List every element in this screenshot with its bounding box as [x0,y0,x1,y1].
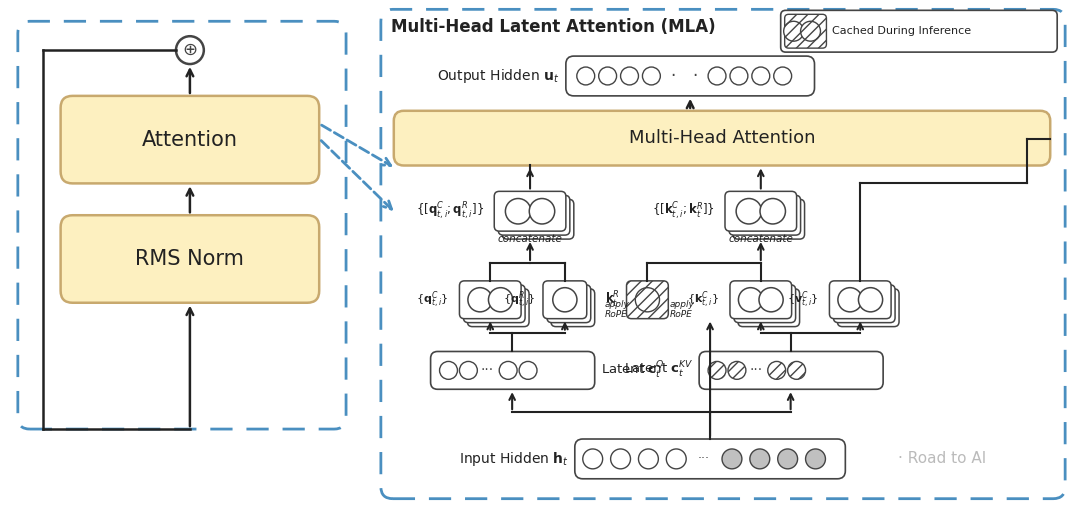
Text: Input Hidden $\mathbf{h}_t$: Input Hidden $\mathbf{h}_t$ [459,450,569,468]
FancyBboxPatch shape [566,56,814,96]
Text: concatenate: concatenate [728,234,793,244]
FancyBboxPatch shape [551,289,595,327]
FancyBboxPatch shape [18,21,346,429]
Text: ···: ··· [481,363,494,378]
FancyBboxPatch shape [431,351,595,389]
FancyBboxPatch shape [60,215,320,303]
FancyBboxPatch shape [394,111,1050,166]
Circle shape [759,288,783,312]
FancyBboxPatch shape [60,96,320,184]
Circle shape [750,449,770,469]
Circle shape [778,449,798,469]
Circle shape [635,288,660,312]
Circle shape [638,449,659,469]
FancyBboxPatch shape [781,10,1057,52]
FancyBboxPatch shape [699,351,883,389]
Text: apply
RoPE: apply RoPE [670,300,694,320]
FancyBboxPatch shape [725,191,797,231]
Text: ···: ··· [698,452,711,465]
Text: ·: · [671,67,676,85]
Circle shape [499,362,517,379]
Text: $\{\mathbf{q}^C_{t,i}\}$: $\{\mathbf{q}^C_{t,i}\}$ [416,289,448,310]
FancyBboxPatch shape [729,195,800,235]
Circle shape [468,288,492,312]
Circle shape [666,449,686,469]
FancyBboxPatch shape [463,285,525,323]
Text: ·: · [692,67,698,85]
Text: RMS Norm: RMS Norm [135,249,244,269]
Circle shape [760,199,785,224]
Text: Multi-Head Latent Attention (MLA): Multi-Head Latent Attention (MLA) [391,18,715,36]
FancyBboxPatch shape [495,191,566,231]
Circle shape [610,449,631,469]
FancyBboxPatch shape [502,200,573,239]
Circle shape [806,449,825,469]
Circle shape [621,67,638,85]
Circle shape [800,21,821,41]
FancyBboxPatch shape [468,289,529,327]
FancyBboxPatch shape [498,195,570,235]
FancyBboxPatch shape [730,281,792,319]
Text: $\{[\mathbf{q}^C_{t,i};\mathbf{q}^R_{t,i}]\}$: $\{[\mathbf{q}^C_{t,i};\mathbf{q}^R_{t,i… [416,201,484,222]
Text: Latent $\mathbf{c}^Q_t$: Latent $\mathbf{c}^Q_t$ [600,360,664,381]
Circle shape [643,67,660,85]
Circle shape [708,362,726,379]
Circle shape [488,288,513,312]
Text: Output Hidden $\mathbf{u}_t$: Output Hidden $\mathbf{u}_t$ [437,67,559,85]
Circle shape [768,362,785,379]
Text: $\mathbf{k}^R_t$: $\mathbf{k}^R_t$ [605,290,620,310]
Text: Attention: Attention [141,130,238,150]
Text: Latent $\mathbf{c}^{KV}_t$: Latent $\mathbf{c}^{KV}_t$ [623,360,693,381]
FancyBboxPatch shape [829,281,891,319]
FancyBboxPatch shape [546,285,591,323]
Circle shape [708,67,726,85]
Circle shape [583,449,603,469]
Circle shape [440,362,458,379]
Circle shape [784,21,804,41]
Text: $\{\mathbf{k}^C_{t,i}\}$: $\{\mathbf{k}^C_{t,i}\}$ [687,289,719,310]
FancyBboxPatch shape [543,281,586,319]
FancyBboxPatch shape [626,281,669,319]
FancyBboxPatch shape [834,285,895,323]
Text: ···: ··· [750,363,762,378]
Text: $\{\mathbf{v}^C_{t,i}\}$: $\{\mathbf{v}^C_{t,i}\}$ [787,289,819,310]
Circle shape [752,67,770,85]
Circle shape [730,67,747,85]
Circle shape [505,199,531,224]
Circle shape [773,67,792,85]
Circle shape [737,199,761,224]
FancyBboxPatch shape [785,14,826,48]
FancyBboxPatch shape [381,9,1065,499]
Circle shape [859,288,882,312]
Circle shape [723,449,742,469]
FancyBboxPatch shape [734,285,796,323]
Circle shape [739,288,762,312]
Circle shape [598,67,617,85]
Text: · Road to AI: · Road to AI [899,451,986,466]
FancyBboxPatch shape [733,200,805,239]
Text: $\{\mathbf{q}^R_{t,i}\}$: $\{\mathbf{q}^R_{t,i}\}$ [502,289,535,310]
Circle shape [728,362,746,379]
Circle shape [176,36,204,64]
FancyBboxPatch shape [738,289,799,327]
Text: $\{[\mathbf{k}^C_{t,i};\mathbf{k}^R_t]\}$: $\{[\mathbf{k}^C_{t,i};\mathbf{k}^R_t]\}… [652,201,715,222]
Circle shape [519,362,537,379]
Circle shape [529,199,555,224]
Circle shape [577,67,595,85]
Circle shape [553,288,577,312]
Text: concatenate: concatenate [498,234,563,244]
FancyBboxPatch shape [459,281,522,319]
FancyBboxPatch shape [837,289,899,327]
Text: $\oplus$: $\oplus$ [183,41,198,59]
Circle shape [838,288,862,312]
Circle shape [459,362,477,379]
Text: Multi-Head Attention: Multi-Head Attention [629,129,815,147]
FancyBboxPatch shape [575,439,846,479]
Circle shape [787,362,806,379]
Text: Cached During Inference: Cached During Inference [833,26,972,36]
Text: apply
RoPE: apply RoPE [605,300,630,320]
